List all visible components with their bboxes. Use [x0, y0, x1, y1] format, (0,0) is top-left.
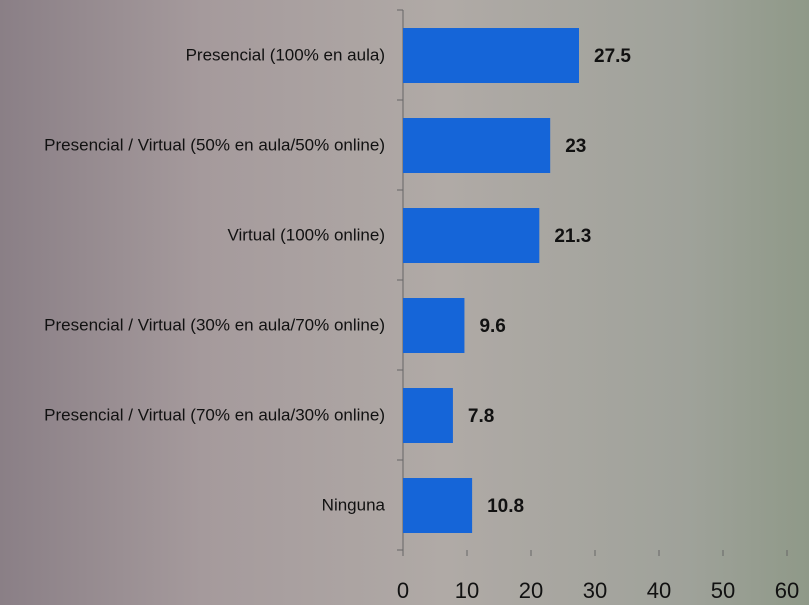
x-tick-label: 10	[455, 578, 479, 603]
bar	[403, 118, 550, 173]
value-label: 7.8	[468, 406, 494, 427]
x-tick-label: 30	[583, 578, 607, 603]
bar	[403, 478, 472, 533]
value-label: 27.5	[594, 46, 631, 67]
value-label: 10.8	[487, 496, 524, 517]
bar	[403, 388, 453, 443]
category-label: Presencial / Virtual (70% en aula/30% on…	[5, 404, 385, 427]
category-label: Virtual (100% online)	[5, 224, 385, 247]
bar	[403, 28, 579, 83]
bar	[403, 298, 464, 353]
chart: 0 10 20 30 40 50 60 27.5 23 21.3 9.6 7.8 10.8 Presen…	[0, 0, 809, 605]
value-label: 21.3	[554, 226, 591, 247]
value-label: 9.6	[479, 316, 505, 337]
bar	[403, 208, 539, 263]
value-label: 23	[565, 136, 586, 157]
x-tick-label: 60	[775, 578, 799, 603]
x-tick-label: 20	[519, 578, 543, 603]
category-label: Presencial / Virtual (50% en aula/50% on…	[5, 134, 385, 157]
category-label: Presencial (100% en aula)	[5, 44, 385, 67]
category-label: Presencial / Virtual (30% en aula/70% on…	[5, 314, 385, 337]
x-tick-label: 50	[711, 578, 735, 603]
x-tick-label: 40	[647, 578, 671, 603]
category-label: Ninguna	[5, 494, 385, 517]
x-tick-label: 0	[397, 578, 409, 603]
